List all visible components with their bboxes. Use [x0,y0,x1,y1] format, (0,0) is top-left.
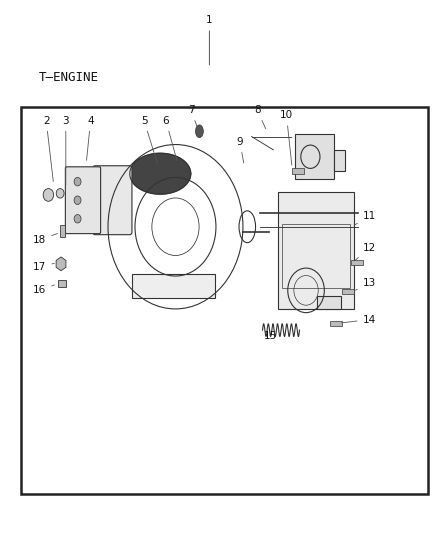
Bar [351,260,363,265]
Text: 15: 15 [264,326,278,342]
Text: 11: 11 [354,211,376,225]
Polygon shape [130,154,191,194]
Bar [282,224,350,288]
Text: 10: 10 [280,110,293,165]
Ellipse shape [195,125,203,138]
Text: 4: 4 [87,116,94,160]
Text: 16: 16 [33,285,54,295]
Circle shape [74,177,81,186]
Bar [295,134,334,179]
Text: 3: 3 [63,116,69,185]
Bar [21,108,428,495]
FancyBboxPatch shape [65,167,101,233]
Bar [317,296,341,309]
Text: 17: 17 [33,262,54,271]
Circle shape [74,215,81,223]
Circle shape [74,196,81,205]
Text: 12: 12 [355,243,376,261]
Text: 7: 7 [188,105,197,127]
Circle shape [56,189,64,198]
Bar [278,192,354,309]
Text: 9: 9 [237,137,244,163]
Text: 8: 8 [254,105,266,129]
Text: T–ENGINE: T–ENGINE [39,70,99,84]
Text: 6: 6 [162,116,177,160]
Bar [132,274,215,298]
Bar [58,280,66,287]
Text: 13: 13 [356,278,376,290]
Text: 14: 14 [342,314,376,325]
Bar [330,320,342,326]
Bar [342,289,354,294]
Bar [60,224,65,237]
FancyBboxPatch shape [93,166,132,235]
Circle shape [43,189,53,201]
Text: 18: 18 [33,233,57,245]
Bar [334,150,345,171]
Text: 1: 1 [206,15,213,65]
Text: 5: 5 [141,116,157,163]
Text: 2: 2 [43,116,53,182]
Polygon shape [56,257,66,271]
Bar [292,168,304,174]
